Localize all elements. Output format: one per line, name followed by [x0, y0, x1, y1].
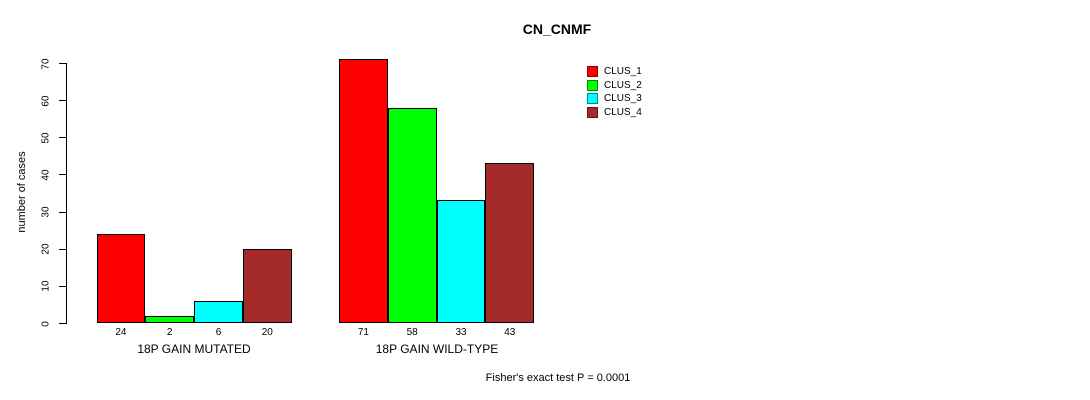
- y-axis-tick: [59, 323, 66, 324]
- y-axis-tick: [59, 174, 66, 176]
- y-axis-tick-label: 40: [40, 169, 52, 181]
- chart-title: CN_CNMF: [522, 21, 592, 37]
- bar-clus_3: [436, 200, 486, 323]
- bar-value-label: 20: [261, 327, 273, 338]
- legend-swatch: [587, 107, 598, 119]
- group-label-wildtype: 18P GAIN WILD-TYPE: [375, 342, 499, 356]
- bar-clus_2: [145, 315, 195, 323]
- legend-label: CLUS_3: [604, 93, 642, 105]
- legend-swatch: [587, 93, 598, 105]
- bar-value-label: 2: [166, 327, 173, 338]
- bar-clus_4: [485, 163, 535, 323]
- legend-label: CLUS_2: [604, 79, 642, 91]
- y-axis-tick-label: 60: [40, 95, 52, 107]
- y-axis-tick-label: 20: [40, 243, 52, 255]
- bar-clus_1: [339, 59, 388, 323]
- bar-value-label: 24: [115, 327, 127, 338]
- y-axis-tick-label: 70: [40, 57, 52, 70]
- y-axis-tick-label: 0: [40, 320, 52, 327]
- legend-swatch: [587, 66, 598, 77]
- bar-clus_1: [96, 233, 146, 323]
- bar-clus_2: [387, 107, 437, 323]
- bar-value-label: 6: [215, 327, 222, 338]
- legend-label: CLUS_1: [604, 66, 642, 77]
- bar-clus_4: [242, 248, 292, 323]
- y-axis-tick: [59, 285, 66, 287]
- bar-value-label: 33: [455, 327, 467, 338]
- legend-swatch: [587, 79, 598, 91]
- bar-value-label: 71: [357, 327, 369, 338]
- bar-value-label: 58: [406, 327, 418, 338]
- group-label-mutated: 18P GAIN MUTATED: [137, 342, 251, 356]
- y-axis-tick: [59, 100, 66, 102]
- legend-label: CLUS_4: [604, 107, 642, 119]
- y-axis-tick: [59, 248, 66, 250]
- y-axis-tick-label: 10: [40, 280, 52, 292]
- y-axis-line: [66, 63, 67, 324]
- y-axis-tick: [59, 63, 66, 64]
- y-axis-tick: [59, 211, 66, 213]
- bar-value-label: 43: [504, 327, 516, 338]
- y-axis-tick-label: 50: [40, 132, 52, 144]
- annotation-text: Fisher's exact test P = 0.0001: [485, 372, 631, 384]
- y-axis-tick: [59, 137, 66, 139]
- y-axis-label: number of cases: [16, 151, 28, 233]
- bar-clus_3: [194, 300, 243, 323]
- y-axis-tick-label: 30: [40, 206, 52, 218]
